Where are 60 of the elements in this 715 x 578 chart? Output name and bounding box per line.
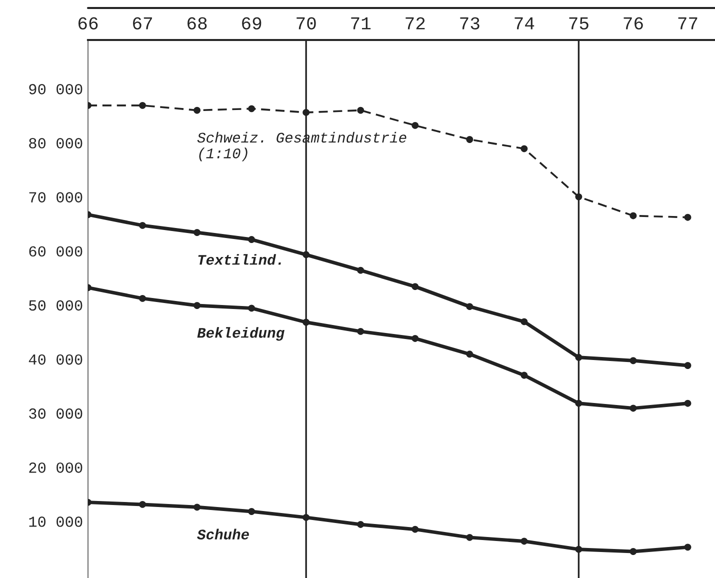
point <box>194 106 201 114</box>
point <box>194 504 201 511</box>
point <box>248 236 256 243</box>
point <box>248 105 256 112</box>
x-tick-label: 77 <box>678 17 698 30</box>
point <box>630 212 637 220</box>
point <box>466 303 474 310</box>
y-tick-label: 20 000 <box>29 462 82 473</box>
point <box>412 283 419 290</box>
x-tick-label: 74 <box>514 17 534 30</box>
point <box>466 534 474 541</box>
point <box>684 544 692 551</box>
x-tick-label: 67 <box>133 17 152 30</box>
point <box>139 294 146 302</box>
point <box>139 500 146 508</box>
point <box>357 328 364 335</box>
x-tick-label: 75 <box>569 17 588 30</box>
point <box>357 266 364 274</box>
point <box>194 229 201 236</box>
x-tick-label: 71 <box>351 17 371 30</box>
point <box>139 102 146 109</box>
x-tick-label: 68 <box>188 17 207 30</box>
point <box>630 357 637 364</box>
x-tick-label: 69 <box>242 17 262 30</box>
point <box>248 304 256 312</box>
y-tick-label: 80 000 <box>29 138 82 148</box>
y-tick-label: 30 000 <box>29 408 82 419</box>
y-tick-label: 70 000 <box>29 192 82 202</box>
point <box>684 214 692 221</box>
y-tick-label: 40 000 <box>28 354 82 365</box>
x-tick-label: 70 <box>296 17 316 30</box>
point <box>412 526 419 533</box>
x-tick-label: 72 <box>406 17 425 30</box>
y-tick-label: 10 000 <box>29 516 82 527</box>
x-tick-label: 66 <box>78 17 98 30</box>
point <box>357 106 364 114</box>
x-tick-label: 76 <box>624 17 643 30</box>
point <box>412 334 419 342</box>
y-tick-label: 60 000 <box>29 246 82 257</box>
series-label: Bekleidung <box>197 327 284 341</box>
point <box>684 362 692 369</box>
point <box>357 521 364 528</box>
point <box>520 538 528 545</box>
point <box>630 548 637 555</box>
point <box>520 372 528 379</box>
point <box>466 136 474 143</box>
point <box>684 400 692 407</box>
point <box>466 350 474 358</box>
point <box>520 318 528 326</box>
y-tick-label: 50 000 <box>29 300 82 311</box>
point <box>520 145 528 152</box>
series-label: Schuhe <box>197 528 249 540</box>
y-tick-label: 90 000 <box>29 84 82 94</box>
x-tick-label: 73 <box>460 17 480 30</box>
series-label: Textilind. <box>198 254 281 265</box>
point <box>412 122 419 129</box>
point <box>630 404 637 412</box>
point <box>248 508 256 515</box>
point <box>139 222 146 229</box>
point <box>194 302 201 309</box>
